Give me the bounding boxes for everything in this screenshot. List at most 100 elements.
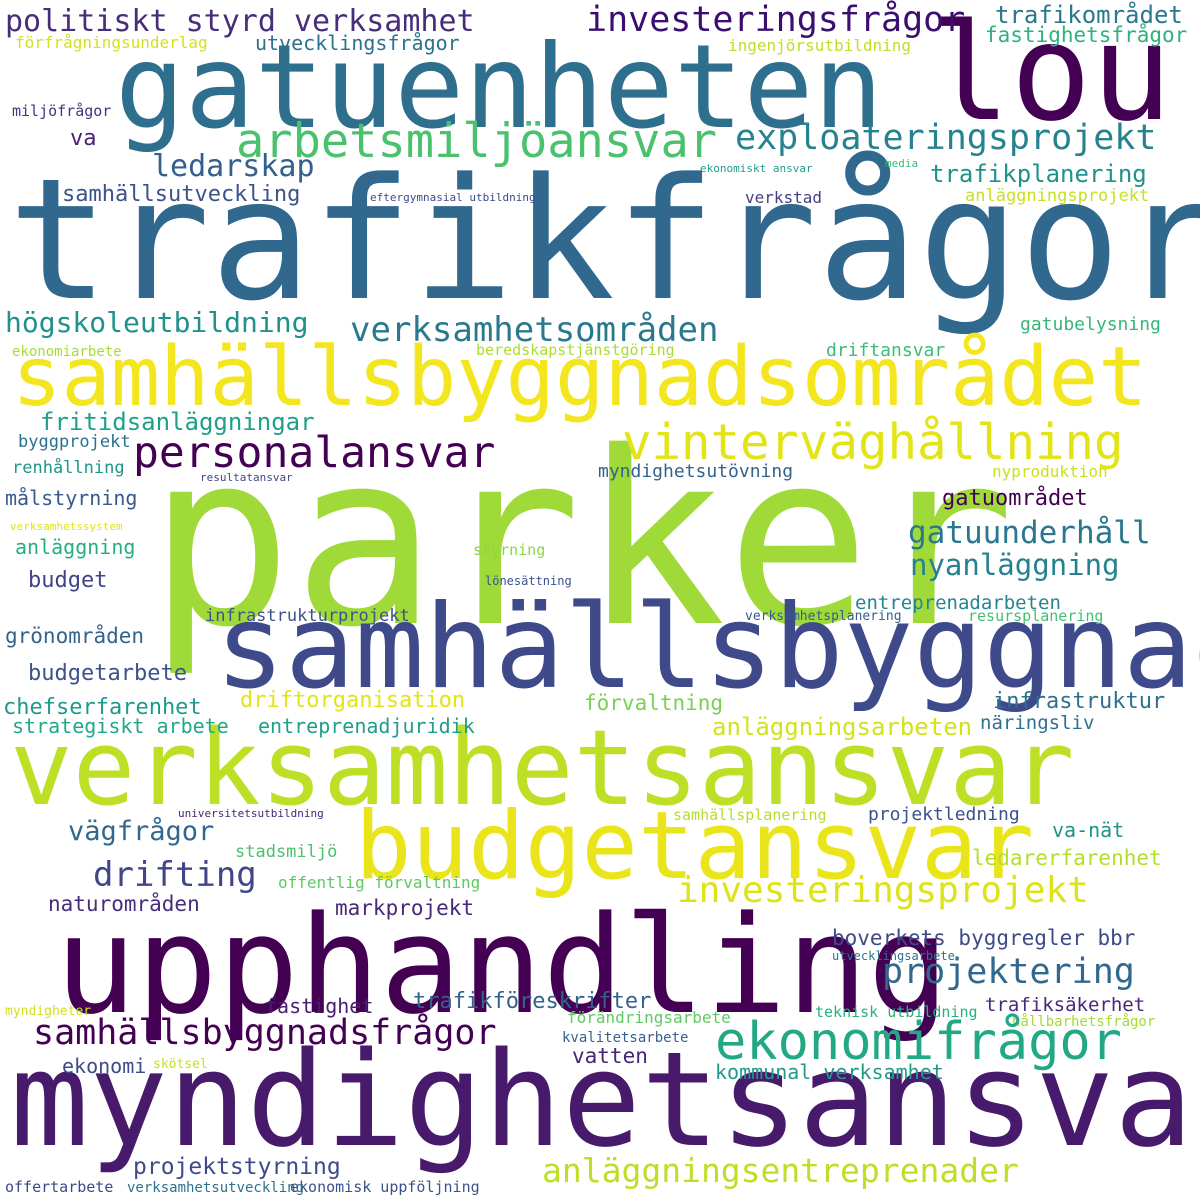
word: högskoleutbildning <box>5 306 309 339</box>
word: ledarerfarenhet <box>972 846 1162 870</box>
word: driftansvar <box>826 340 946 361</box>
word: upphandling <box>55 887 950 1044</box>
word: näringsliv <box>980 712 1095 734</box>
word: ledarskap <box>152 149 315 184</box>
word: beredskapstjänstgöring <box>476 341 675 359</box>
word: myndigheter <box>5 1004 92 1019</box>
word: styrning <box>473 541 546 559</box>
word: budget <box>28 568 108 593</box>
word: arbetsmiljöansvar <box>236 114 718 169</box>
word: exploateringsprojekt <box>735 118 1157 158</box>
word: verksamhetssystem <box>10 520 123 533</box>
word: renhållning <box>12 458 125 478</box>
word: utvecklingsfrågor <box>255 31 460 55</box>
word: vägfrågor <box>68 816 215 847</box>
word: anläggningsprojekt <box>965 186 1150 206</box>
word: offentlig förvaltning <box>278 873 481 892</box>
word: universitetsutbildning <box>178 807 324 820</box>
word: media <box>885 157 919 170</box>
word: anläggning <box>15 535 136 559</box>
word: byggprojekt <box>18 432 131 452</box>
word: va <box>70 126 97 151</box>
word: resursplanering <box>968 607 1104 625</box>
word: ekonomiarbete <box>12 344 122 360</box>
word: myndighetsansvar <box>10 1023 1200 1176</box>
word: anläggningsarbeten <box>712 713 973 741</box>
word: parker <box>148 400 1015 680</box>
word: trafiksäkerhet <box>985 994 1146 1016</box>
word: skötsel <box>153 1057 208 1072</box>
word: gatuområdet <box>942 486 1088 511</box>
word: strategiskt arbete <box>12 714 229 738</box>
word: myndighetsutövning <box>598 461 794 482</box>
word: samhällsbyggnad <box>215 580 1200 715</box>
word: gatuenheten <box>115 20 884 155</box>
word: infrastrukturprojekt <box>205 606 410 626</box>
word: driftorganisation <box>240 688 466 713</box>
word: chefserfarenhet <box>3 695 202 720</box>
word: personalansvar <box>133 428 496 478</box>
word: ekonomiskt ansvar <box>700 162 813 175</box>
word: fastighetsfrågor <box>985 23 1188 47</box>
word: vatten <box>572 1044 648 1068</box>
word: naturområden <box>48 892 200 916</box>
word: teknisk utbildning <box>815 1003 978 1021</box>
word: vinterväghållning <box>622 414 1124 471</box>
word: förvaltning <box>584 691 724 715</box>
word: ekonomifrågor <box>715 1012 1122 1072</box>
word: drifting <box>93 855 257 895</box>
word: verksamhetsutveckling <box>127 1180 305 1196</box>
word: samhällsplanering <box>673 806 827 824</box>
word: kvalitetsarbete <box>562 1030 689 1046</box>
word: verkstad <box>745 188 823 207</box>
word: entreprenadarbeten <box>855 592 1061 614</box>
word: nyproduktion <box>992 462 1108 481</box>
word: gatubelysning <box>1020 314 1161 335</box>
word: trafikföreskrifter <box>413 989 652 1014</box>
word: målstyrning <box>5 486 138 510</box>
word: entreprenadjuridik <box>258 714 475 738</box>
word: verksamhetsansvar <box>10 707 1075 829</box>
word: trafikområdet <box>995 1 1183 29</box>
word: fastighet <box>265 994 374 1018</box>
word: stadsmiljö <box>235 842 338 862</box>
word: trafikfrågor <box>8 142 1200 338</box>
word: samhällsbyggnadsområdet <box>12 330 1148 425</box>
word: anläggningsentreprenader <box>542 1151 1019 1190</box>
word: nyanläggning <box>910 548 1120 582</box>
word: fritidsanläggningar <box>40 408 315 436</box>
word: politiskt styrd verksamhet <box>5 4 475 39</box>
word: projektering <box>882 952 1135 992</box>
word: lou <box>930 0 1173 151</box>
word: budgetarbete <box>28 661 187 686</box>
word: boverkets byggregler bbr <box>832 926 1136 950</box>
word: ekonomi <box>62 1054 147 1078</box>
word: utvecklingsarbete <box>832 949 955 963</box>
word: förfrågningsunderlag <box>15 33 208 52</box>
word: eftergymnasial utbildning <box>370 191 536 204</box>
word: investeringsprojekt <box>677 870 1089 911</box>
word: hållbarhetsfrågor <box>1012 1014 1156 1030</box>
word: trafikplanering <box>930 160 1147 188</box>
word: offertarbete <box>5 1178 114 1196</box>
word: verksamhetsområden <box>350 310 719 350</box>
word: budgetansvar <box>355 792 1035 901</box>
word: projektstyrning <box>133 1154 341 1180</box>
word: va-nät <box>1052 818 1125 842</box>
word: ekonomisk uppföljning <box>290 1178 480 1196</box>
word: miljöfrågor <box>12 102 112 120</box>
word: markprojekt <box>335 896 475 920</box>
word: förändringsarbete <box>567 1008 731 1027</box>
word: resultatansvar <box>200 471 293 484</box>
word: projektledning <box>868 804 1020 825</box>
word: samhällsutveckling <box>62 182 301 207</box>
word: gatuunderhåll <box>908 515 1151 551</box>
word: infrastruktur <box>993 689 1166 714</box>
word: ingenjörsutbildning <box>728 36 912 55</box>
word: samhällsbyggnadsfrågor <box>33 1013 497 1053</box>
word: investeringsfrågor <box>586 0 966 40</box>
word: lönesättning <box>485 574 572 588</box>
word: kommunal verksamhet <box>715 1060 944 1084</box>
word: verksamhetsplanering <box>745 609 902 624</box>
